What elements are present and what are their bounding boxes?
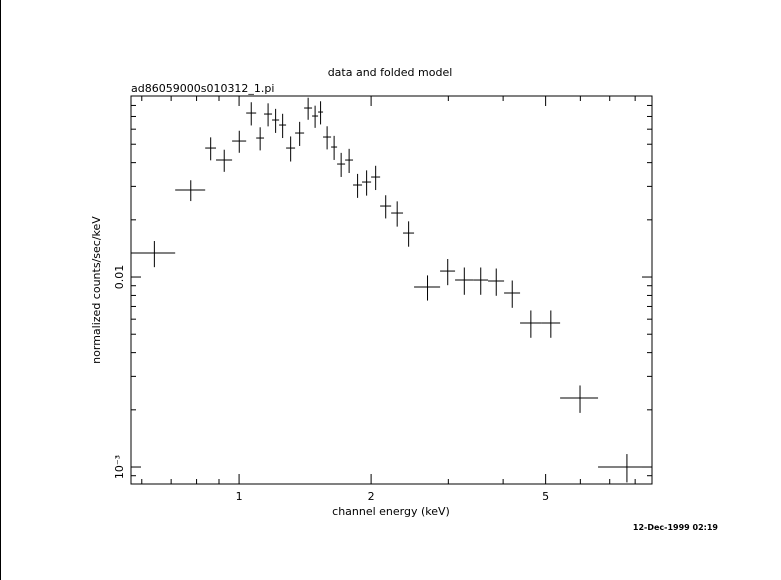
timestamp: 12-Dec-1999 02:19 [633, 523, 719, 532]
chart-subtitle: ad86059000s010312_1.pi [131, 82, 274, 95]
chart-title: data and folded model [328, 66, 453, 79]
x-tick-label: 5 [542, 490, 549, 503]
plot-frame [130, 95, 653, 485]
y-axis-label: normalized counts/sec/keV [90, 216, 103, 364]
x-axis-label: channel energy (keV) [332, 505, 450, 518]
x-tick-label: 2 [368, 490, 375, 503]
y-tick-label: 10⁻³ [113, 455, 126, 479]
x-tick-label: 1 [236, 490, 243, 503]
y-tick-label: 0.01 [113, 265, 126, 290]
